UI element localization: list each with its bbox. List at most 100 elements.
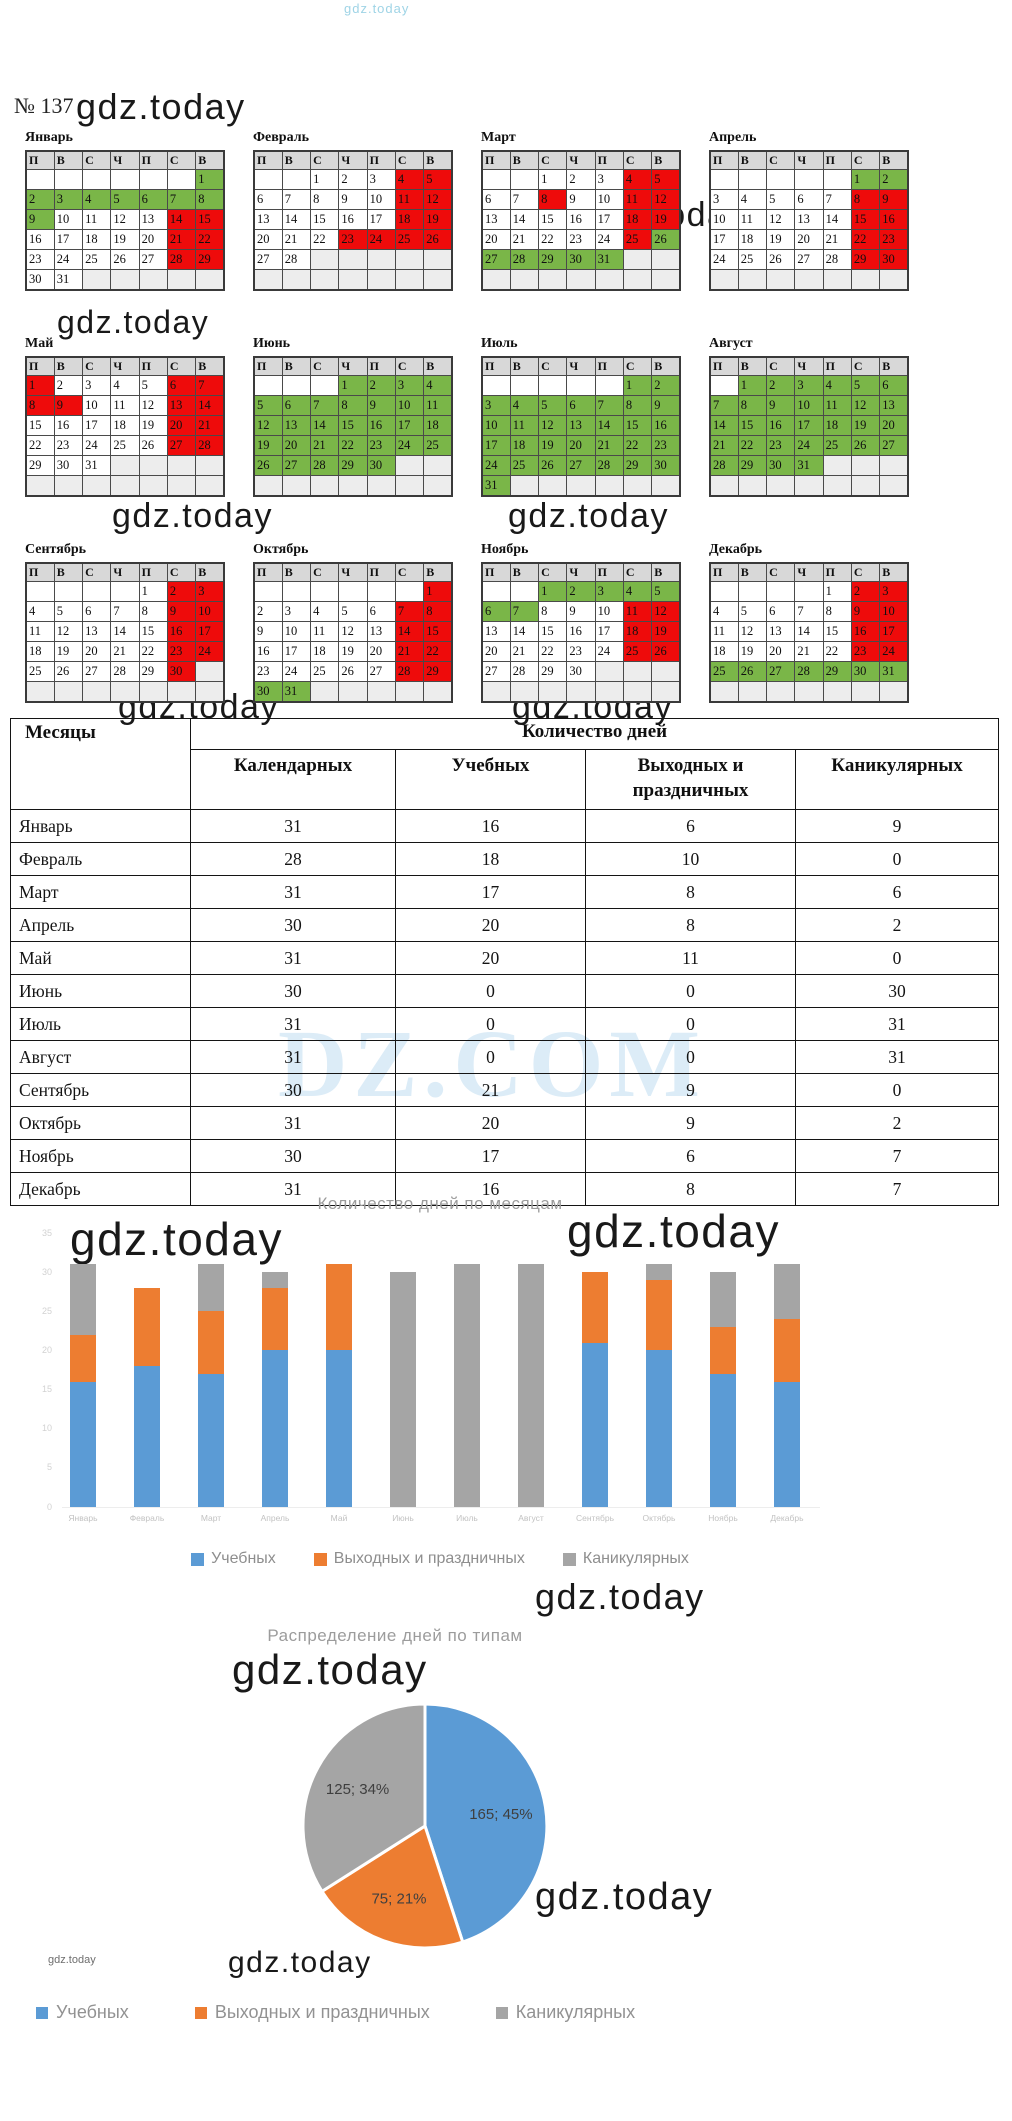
stacked-bar [582, 1272, 608, 1507]
calendar-week-row: 17 18 19 20 21 22 23 [481, 435, 681, 456]
day-count-cell: 31 [190, 1007, 396, 1041]
calendar-table: П В С Ч П С В 1 2 3 4 5 6 7 8 9 10 11 12 13 14 15 16 17 18 19 20 21… [481, 150, 681, 291]
days-table: Месяцы Количество дней Календарных Учебн… [10, 718, 1000, 1206]
calendar-day-cell: 11 [509, 415, 540, 436]
calendar-month-title: Апрель [709, 130, 757, 145]
calendar-day-cell: 30 [366, 455, 396, 476]
day-count-cell: 28 [190, 842, 396, 876]
weekday-header: П [709, 562, 739, 582]
calendar-day-cell [281, 581, 312, 602]
calendar-day-cell: 22 [737, 435, 768, 456]
calendar-day-cell [310, 475, 340, 497]
calendar-day-cell: 20 [281, 435, 312, 456]
calendar-table: П В С Ч П С В 1 2 3 4 5 6 7 8 9 10 11 12 13 14 15 16 17 18 19 20 21… [709, 562, 909, 703]
calendar-day-cell: 6 [82, 601, 112, 622]
weekday-header: В [53, 356, 84, 376]
calendar-day-cell [822, 681, 852, 703]
watermark-row3-left: gdz.today [112, 497, 273, 535]
calendar-month: Декабрь П В С Ч П С В 1 2 3 4 5 6 7 8 9 10 11 12 13 14 15 16 17 1… [709, 542, 909, 703]
bar-segment [454, 1264, 480, 1507]
calendar-day-cell: 5 [110, 189, 140, 210]
calendar-day-cell [53, 475, 84, 497]
weekday-header: П [253, 562, 283, 582]
calendar-day-cell: 5 [338, 601, 368, 622]
bar-segment [262, 1350, 288, 1507]
calendar-day-cell [794, 475, 824, 497]
calendar-day-cell: 21 [509, 641, 540, 662]
calendar-day-cell [110, 475, 140, 497]
calendar-day-cell: 22 [310, 229, 340, 250]
calendar-day-cell: 19 [110, 229, 140, 250]
calendar-day-cell: 29 [423, 661, 453, 682]
pie-legend: Учебных Выходных и праздничных Каникулярны… [36, 2002, 635, 2023]
weekday-header: С [82, 562, 112, 582]
calendar-day-cell: 30 [253, 681, 283, 703]
weekday-header: П [138, 356, 168, 376]
calendar-day-cell [281, 475, 312, 497]
calendar-day-cell: 13 [366, 621, 396, 642]
calendar-day-cell: 5 [538, 395, 568, 416]
calendar-week-row: 7 8 9 10 11 12 13 [709, 395, 909, 416]
bar-legend: Учебных Выходных и праздничных Каникулярны… [0, 1550, 880, 1568]
bar-segment [134, 1287, 160, 1367]
calendar-day-cell [509, 375, 540, 396]
calendar-week-row: 16 17 18 19 20 21 22 [253, 641, 453, 662]
calendar-day-cell: 21 [310, 435, 340, 456]
calendar-day-cell [253, 169, 283, 190]
calendar-day-cell: 22 [338, 435, 368, 456]
calendar-day-cell [195, 661, 225, 682]
calendar-day-cell: 10 [594, 189, 624, 210]
bar-segment [582, 1272, 608, 1343]
calendar-day-cell: 16 [366, 415, 396, 436]
weekday-header: Ч [794, 150, 824, 170]
pie-slice-label: 75; 21% [371, 1890, 426, 1907]
legend-item: Выходных и праздничных [194, 2002, 430, 2023]
bar-segment [198, 1264, 224, 1312]
calendar-week-row: 25 26 27 28 29 30 [25, 661, 225, 682]
weekday-header: В [651, 356, 681, 376]
calendar-day-cell: 22 [622, 435, 653, 456]
calendar-day-cell: 14 [709, 415, 739, 436]
calendar-day-cell: 13 [766, 621, 796, 642]
day-count-cell: 31 [794, 1040, 1000, 1074]
calendar-day-cell: 18 [25, 641, 55, 662]
calendar-day-cell [538, 375, 568, 396]
calendar-day-cell: 15 [195, 209, 225, 230]
calendar-day-cell: 23 [253, 661, 283, 682]
bar-segment [774, 1381, 800, 1507]
calendar-day-cell: 7 [394, 601, 425, 622]
calendar-day-cell [82, 475, 112, 497]
calendar-day-cell: 24 [366, 229, 396, 250]
calendar-day-cell: 23 [53, 435, 84, 456]
y-axis-tick-label: 15 [41, 1384, 52, 1395]
calendar-day-cell: 17 [794, 415, 824, 436]
y-axis-tick-label: 25 [41, 1305, 52, 1316]
calendar-day-cell: 13 [481, 209, 511, 230]
calendar-day-cell [594, 681, 624, 703]
calendar-day-cell: 30 [566, 661, 596, 682]
days-table-row: Декабрь 31 16 8 7 [10, 1172, 1000, 1206]
y-axis-tick-label: 5 [46, 1462, 52, 1473]
x-axis-category-label: Май [330, 1513, 348, 1523]
bar-segment [198, 1311, 224, 1374]
weekday-header: П [822, 562, 852, 582]
pie-slice-label: 125; 34% [326, 1781, 389, 1798]
calendar-week-row [253, 269, 453, 291]
calendar-week-row: 16 17 18 19 20 21 22 [25, 229, 225, 250]
calendar-day-cell [366, 249, 396, 270]
days-table-row: Июнь 30 0 0 30 [10, 974, 1000, 1008]
weekday-header: Ч [338, 562, 368, 582]
watermark-row3-right: gdz.today [508, 497, 669, 535]
weekday-header: П [594, 356, 624, 376]
calendar-day-cell: 3 [53, 189, 84, 210]
calendar-day-cell: 6 [481, 601, 511, 622]
weekday-header: В [737, 356, 768, 376]
y-axis-tick-label: 20 [41, 1344, 52, 1355]
calendar-day-cell: 10 [709, 209, 739, 230]
calendar-month-title: Июль [481, 336, 518, 351]
day-count-cell: 31 [190, 1106, 396, 1140]
